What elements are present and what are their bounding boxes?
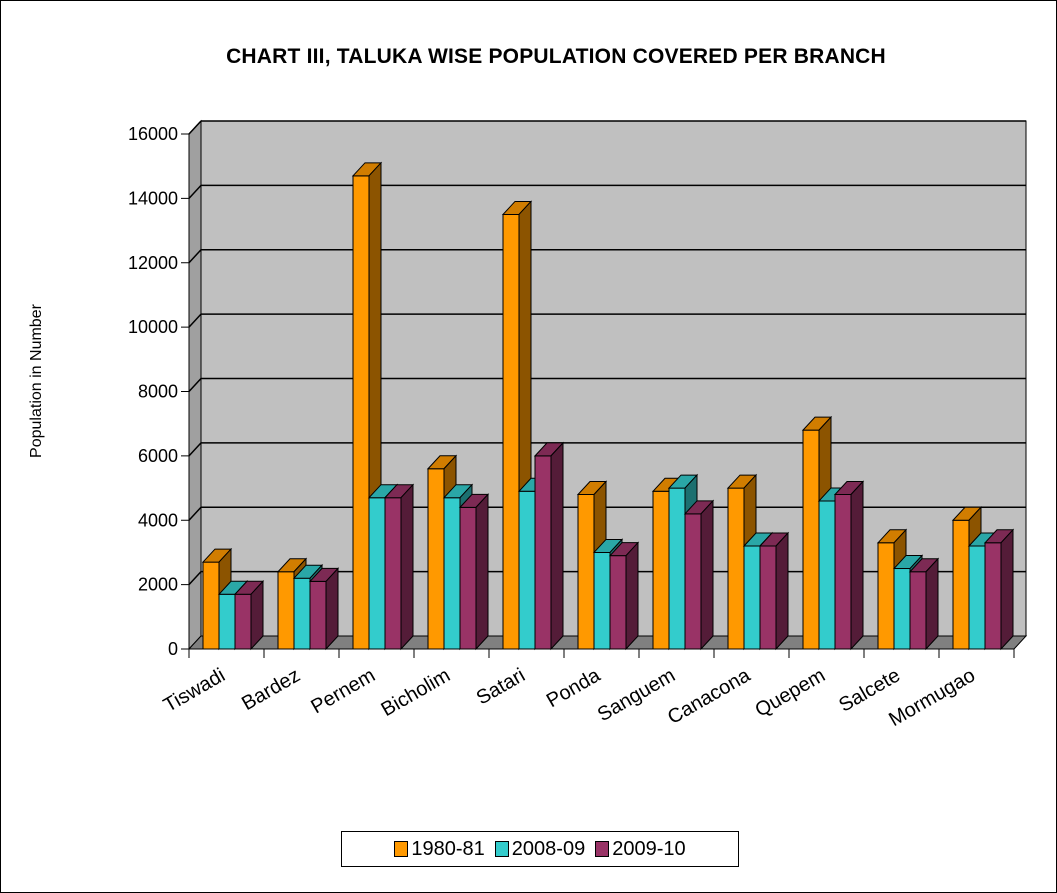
bar-front [743,545,761,650]
bar-side [775,531,789,651]
bar-front [534,455,552,650]
gridline-depth [188,571,202,586]
x-tick-label: Tiswadi [160,664,229,717]
legend-swatch-2008-09 [494,841,509,857]
bar-side [625,541,639,651]
x-tick-label: Sanguem [594,664,679,726]
bar-side [250,580,264,651]
bar-2009-10-Canacona [758,531,790,651]
bar-front [968,545,986,650]
x-tick-label: Satari [473,664,529,709]
y-tick-label: 6000 [138,446,178,466]
y-tick-label: 2000 [138,575,178,595]
bar-front [727,487,745,650]
gridline-depth [188,506,202,521]
gridline-depth [188,442,202,457]
gridline-depth [188,120,202,135]
bar-front [684,513,702,650]
bar-side [325,567,339,651]
legend-item-1980-81: 1980-81 [394,837,485,861]
bar-front [234,593,252,650]
y-tick-label: 14000 [128,188,178,208]
bar-front [609,555,627,650]
bar-front [834,494,852,650]
legend-label-1980-81: 1980-81 [411,837,485,860]
bar-2009-10-Satari [533,441,565,651]
x-tick-label: Mormugao [885,664,979,731]
bar-side [700,499,714,651]
bar-front [984,542,1002,650]
bar-2009-10-Quepem [833,480,865,651]
bars [201,161,1015,651]
bar-2009-10-Sanguem [683,499,715,651]
legend-item-2009-10: 2009-10 [595,837,686,861]
x-tick-label: Bardez [238,664,304,715]
bar-2009-10-Bicholim [458,493,490,651]
bar-2009-10-Tiswadi [233,580,265,651]
gridline-depth [188,313,202,328]
y-tick-label: 8000 [138,382,178,402]
x-tick-label: Canacona [664,664,755,729]
y-tick-label: 4000 [138,510,178,530]
bar-front [593,551,611,650]
bar-front [368,497,386,650]
bar-front [218,593,236,650]
bar-front [877,542,895,650]
gridline-depth [188,377,202,393]
y-tick-label: 10000 [128,317,178,337]
bar-front [293,577,311,650]
bar-side [400,483,414,651]
y-tick-label: 0 [168,639,178,659]
bar-front [818,500,836,650]
bar-side [550,441,564,651]
legend-label-2009-10: 2009-10 [612,837,686,860]
legend-swatch-2009-10 [595,841,610,857]
bar-front [668,487,686,650]
bar-2009-10-Ponda [608,541,640,651]
bar-front [352,175,370,650]
bar-front [502,213,520,650]
bar-2009-10-Pernem [383,483,415,651]
x-tick-label: Ponda [543,664,605,712]
bar-front [652,490,670,650]
x-tick-label: Pernem [307,664,379,718]
gridline-depth [188,184,202,199]
bar-front [443,497,461,650]
bar-front [952,519,970,650]
gridline-depth [188,249,202,264]
x-tick-label: Bicholim [378,664,454,721]
bar-2009-10-Salcete [908,557,940,651]
bar-front [909,571,927,650]
bar-front [202,561,220,650]
chart-title: CHART III, TALUKA WISE POPULATION COVERE… [226,45,886,68]
legend-swatch-1980-81 [394,841,409,857]
x-tick-label: Quepem [752,664,829,721]
bar-2009-10-Mormugao [983,528,1015,651]
y-tick-label: 16000 [128,124,178,144]
bar-2009-10-Bardez [308,567,340,651]
bar-front [518,490,536,650]
legend-label-2008-09: 2008-09 [511,837,586,860]
bar-side [850,480,864,651]
legend: 1980-81 2008-09 2009-10 [341,831,739,867]
y-tick-label: 12000 [128,253,178,273]
bar-front [277,571,295,650]
bar-front [759,545,777,650]
bar-front [802,429,820,650]
bar-front [384,497,402,650]
bar-side [475,493,489,651]
bar-front [893,568,911,650]
legend-item-2008-09: 2008-09 [494,837,586,861]
bar-front [459,506,477,650]
bar-side [925,557,939,651]
bar-front [309,580,327,650]
bar-front [427,468,445,650]
bar-side [1000,528,1014,651]
bar-front [577,494,595,650]
